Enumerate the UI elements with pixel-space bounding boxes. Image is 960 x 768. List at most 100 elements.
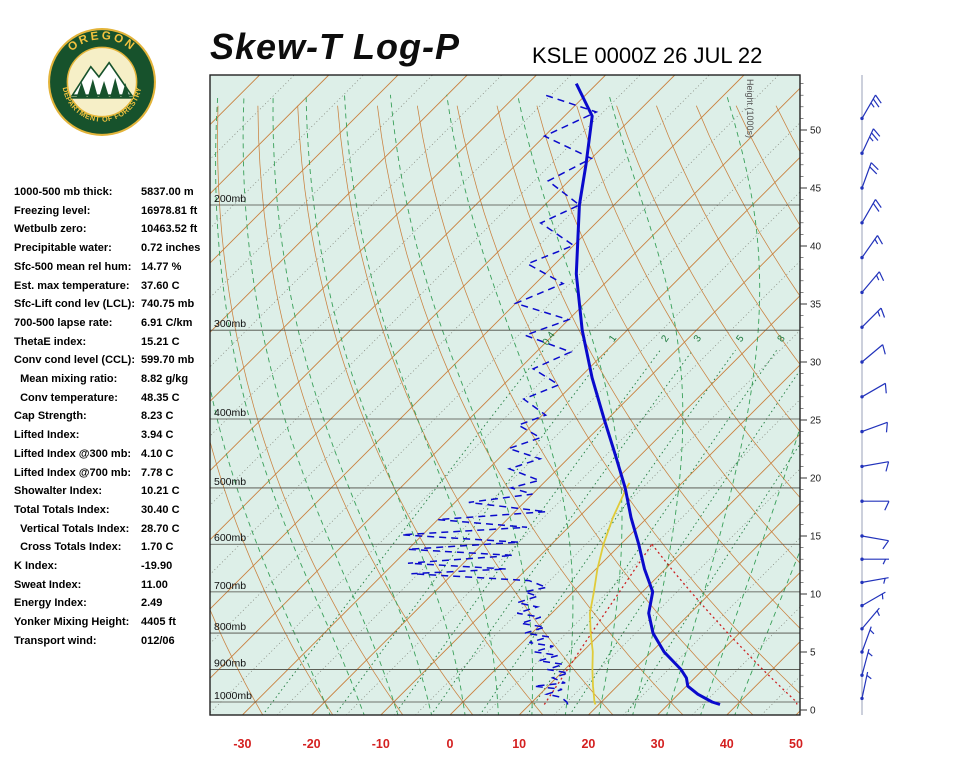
stat-value: 4405 ft — [141, 616, 176, 629]
stat-label: Yonker Mixing Height: — [14, 616, 130, 629]
stat-label: Transport wind: — [14, 634, 97, 647]
plot-area — [210, 75, 800, 715]
stat-row: Yonker Mixing Height: 4405 ft — [14, 613, 208, 632]
stat-label: Lifted Index @300 mb: — [14, 447, 132, 460]
stat-value: 5837.00 m — [141, 186, 194, 198]
temp-axis-label: -10 — [372, 737, 390, 751]
height-axis-label: 15 — [810, 532, 822, 543]
convective-temp-adiabat — [651, 543, 798, 705]
stat-label: Freezing level: — [14, 204, 91, 217]
stat-row: Precipitable water: 0.72 inches — [14, 239, 208, 258]
stat-value: 2.49 — [141, 597, 163, 610]
stat-label: Lifted Index: — [14, 429, 80, 442]
stat-row: Energy Index: 2.49 — [14, 594, 208, 613]
stat-row: Vertical Totals Index: 28.70 C — [14, 520, 208, 539]
plot-frame — [209, 74, 801, 716]
stat-label: 700-500 lapse rate: — [14, 316, 113, 329]
pressure-label: 700mb — [214, 580, 246, 592]
stat-label: Wetbulb zero: — [14, 223, 87, 236]
stat-value: 599.70 mb — [141, 354, 195, 367]
stat-row: Est. max temperature: 37.60 C — [14, 277, 208, 296]
stat-label: Conv cond level (CCL): — [14, 354, 136, 367]
odf-logo: OREGON DEPARTMENT OF FORESTRY — [48, 28, 156, 136]
stat-label: Sfc-500 mean rel hum: — [14, 260, 132, 273]
stat-row: Transport wind: 012/06 — [14, 632, 208, 651]
trees-icon — [70, 77, 134, 99]
stat-label: ThetaE index: — [14, 335, 87, 348]
temp-axis-label: 40 — [720, 737, 734, 751]
dry-adiabats — [210, 105, 800, 715]
moist-adiabats — [210, 94, 800, 715]
stat-row: Conv cond level (CCL): 599.70 mb — [14, 351, 208, 370]
temp-axis-label: -30 — [233, 737, 251, 751]
height-axis-label: 10 — [810, 590, 822, 601]
isotherms — [210, 75, 800, 715]
height-axis-label: 25 — [810, 416, 822, 427]
stat-label: Cap Strength: — [14, 410, 87, 423]
stat-row: K Index: -19.90 — [14, 557, 208, 576]
stat-label: Precipitable water: — [14, 242, 112, 255]
stat-row: Total Totals Index: 30.40 C — [14, 501, 208, 520]
stat-value: 1.70 C — [141, 541, 174, 554]
stat-row: Wetbulb zero: 10463.52 ft — [14, 220, 208, 239]
stat-row: Sweat Index: 11.00 — [14, 576, 208, 595]
pressure-label: 900mb — [214, 657, 246, 669]
stat-value: 012/06 — [141, 634, 175, 647]
stat-value: 4.10 C — [141, 447, 174, 460]
stat-row: 1000-500 mb thick: 5837.00 m — [14, 183, 208, 202]
stat-row: ThetaE index: 15.21 C — [14, 333, 208, 352]
temp-axis-label: 30 — [651, 737, 665, 751]
height-axis-label: 0 — [810, 706, 816, 717]
stat-label: Mean mixing ratio: — [14, 373, 118, 386]
height-axis-label: 5 — [810, 648, 816, 659]
stat-label: Energy Index: — [14, 597, 87, 610]
height-axis-label: 20 — [810, 474, 822, 485]
page-title: Skew-T Log-P — [210, 26, 461, 67]
stat-value: 7.78 C — [141, 466, 174, 479]
wetbulb-trace — [588, 482, 631, 705]
mixing-ratio-label: 5 — [734, 333, 746, 344]
pressure-lines — [210, 204, 800, 703]
stat-label: Sweat Index: — [14, 578, 82, 591]
pressure-label: 400mb — [214, 407, 246, 419]
stat-value: 37.60 C — [141, 279, 180, 292]
temperature-trace — [574, 82, 721, 706]
temp-axis-label: 10 — [512, 737, 526, 751]
stat-value: 8.82 g/kg — [141, 373, 189, 386]
stat-value: 16978.81 ft — [141, 204, 198, 217]
dewpoint-trace — [401, 94, 599, 705]
mixing-ratio-label: 2 — [659, 333, 671, 344]
temp-axis-label: -20 — [303, 737, 321, 751]
stat-value: 14.77 % — [141, 260, 182, 273]
stat-row: Cross Totals Index: 1.70 C — [14, 538, 208, 557]
stat-row: Lifted Index @300 mb: 4.10 C — [14, 445, 208, 464]
stat-row: Cap Strength: 8.23 C — [14, 407, 208, 426]
height-axis-label: 35 — [810, 300, 822, 311]
height-axis-label: 30 — [810, 358, 822, 369]
pressure-label: 600mb — [214, 532, 246, 544]
stat-label: Lifted Index @700 mb: — [14, 466, 132, 479]
stat-value: 3.94 C — [141, 429, 174, 442]
temp-axis-label: 20 — [581, 737, 595, 751]
stat-value: 10463.52 ft — [141, 223, 198, 236]
mixing-ratio-label: 1 — [607, 333, 619, 344]
wind-barbs — [860, 94, 890, 701]
stat-value: 48.35 C — [141, 391, 180, 404]
stat-value: 740.75 mb — [141, 298, 195, 311]
height-axis-title: Height (1000s) — [745, 79, 755, 138]
mixing-ratio-label: 8 — [776, 333, 788, 344]
temp-axis-label: 0 — [447, 737, 454, 751]
pressure-label: 200mb — [214, 193, 246, 205]
stat-value: 6.91 C/km — [141, 316, 193, 329]
stat-value: 15.21 C — [141, 335, 180, 348]
mixing-ratio-label: 3 — [692, 333, 704, 344]
stat-value: 0.72 inches — [141, 242, 201, 255]
temp-axis-label: 50 — [789, 737, 803, 751]
height-axis-label: 50 — [810, 126, 822, 137]
height-axis-label: 40 — [810, 242, 822, 253]
stat-value: 10.21 C — [141, 485, 180, 498]
stat-label: Conv temperature: — [14, 391, 118, 404]
pressure-label: 300mb — [214, 318, 246, 330]
pressure-label: 800mb — [214, 621, 246, 633]
